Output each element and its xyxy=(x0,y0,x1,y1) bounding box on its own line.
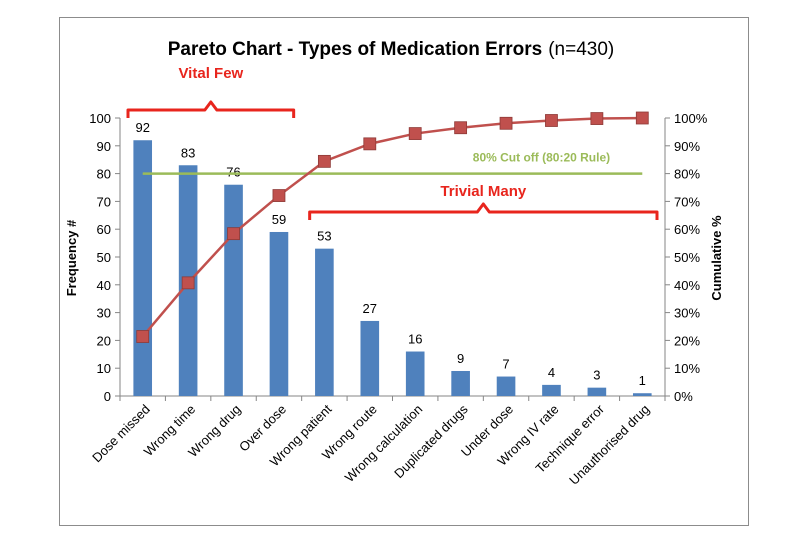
y2-tick-label: 20% xyxy=(674,333,700,348)
x-tick-label: Wrong calculation xyxy=(342,402,426,486)
bar-data-label: 1 xyxy=(639,373,646,388)
y2-tick-label: 70% xyxy=(674,194,700,209)
y-tick-label: 20 xyxy=(97,333,111,348)
y2-tick-label: 50% xyxy=(674,250,700,265)
bar xyxy=(315,248,334,396)
annotation-label: Trivial Many xyxy=(440,183,527,200)
y2-tick-label: 30% xyxy=(674,306,700,321)
bar xyxy=(587,387,607,396)
bar xyxy=(133,140,153,396)
x-tick-label: Dose missed xyxy=(89,402,153,466)
y-tick-label: 100 xyxy=(89,111,111,126)
cumulative-marker xyxy=(545,114,558,127)
y-tick-label: 30 xyxy=(97,306,111,321)
y-tick-label: 0 xyxy=(104,389,111,404)
y2-tick-label: 60% xyxy=(674,222,700,237)
bar-data-label: 53 xyxy=(317,229,331,244)
y-axis-label: Frequency # xyxy=(64,219,79,296)
bar xyxy=(224,184,243,396)
bar-data-label: 7 xyxy=(502,357,509,372)
x-tick-label: Unauthorised drug xyxy=(566,402,652,488)
y2-axis-label: Cumulative % xyxy=(709,215,724,301)
bar xyxy=(542,384,561,396)
y-tick-label: 90 xyxy=(97,139,111,154)
y-tick-label: 70 xyxy=(97,194,111,209)
bar-data-label: 16 xyxy=(408,332,422,347)
cumulative-marker xyxy=(227,227,240,241)
y-tick-label: 60 xyxy=(97,222,111,237)
bar xyxy=(269,231,289,396)
y2-tick-label: 0% xyxy=(674,389,693,404)
chart-title: Pareto Chart - Types of Medication Error… xyxy=(168,39,614,60)
bar xyxy=(405,351,425,396)
bar-data-label: 76 xyxy=(226,165,240,180)
bar xyxy=(360,320,380,396)
y-tick-label: 10 xyxy=(97,361,111,376)
cumulative-marker xyxy=(590,112,604,125)
y2-tick-label: 100% xyxy=(674,111,708,126)
y-tick-label: 80 xyxy=(97,167,111,182)
y-tick-label: 50 xyxy=(97,250,111,265)
y-tick-label: 40 xyxy=(97,278,111,293)
cumulative-marker xyxy=(136,330,150,343)
annotation-label: Vital Few xyxy=(178,65,243,82)
bar xyxy=(496,376,516,396)
cumulative-marker xyxy=(499,116,513,130)
chart-subtitle: (n=430) xyxy=(548,39,614,60)
cumulative-marker xyxy=(635,111,649,125)
annotation-bracket xyxy=(308,202,659,220)
bar-data-label: 4 xyxy=(548,365,555,380)
cumulative-marker xyxy=(317,154,331,168)
y2-tick-label: 80% xyxy=(674,167,700,182)
y2-tick-label: 10% xyxy=(674,361,700,376)
bar xyxy=(451,370,470,396)
annotation-bracket xyxy=(126,100,296,118)
cutoff-label: 80% Cut off (80:20 Rule) xyxy=(473,151,610,165)
bar xyxy=(632,393,652,396)
cumulative-marker xyxy=(272,189,286,202)
chart-title-main: Pareto Chart - Types of Medication Error… xyxy=(168,39,542,60)
bar-data-label: 27 xyxy=(363,301,377,316)
cumulative-marker xyxy=(363,137,377,151)
y2-tick-label: 90% xyxy=(674,139,700,154)
cumulative-marker xyxy=(181,276,195,290)
bar-data-label: 92 xyxy=(135,120,149,135)
cumulative-marker xyxy=(408,127,422,140)
bar-data-label: 59 xyxy=(272,212,286,227)
cumulative-line xyxy=(141,116,643,338)
bar-data-label: 3 xyxy=(593,368,600,383)
cumulative-marker xyxy=(454,121,468,135)
bar-data-label: 83 xyxy=(181,145,195,160)
y2-tick-label: 40% xyxy=(674,278,700,293)
bar-data-label: 9 xyxy=(457,351,464,366)
chart-frame xyxy=(59,17,749,526)
